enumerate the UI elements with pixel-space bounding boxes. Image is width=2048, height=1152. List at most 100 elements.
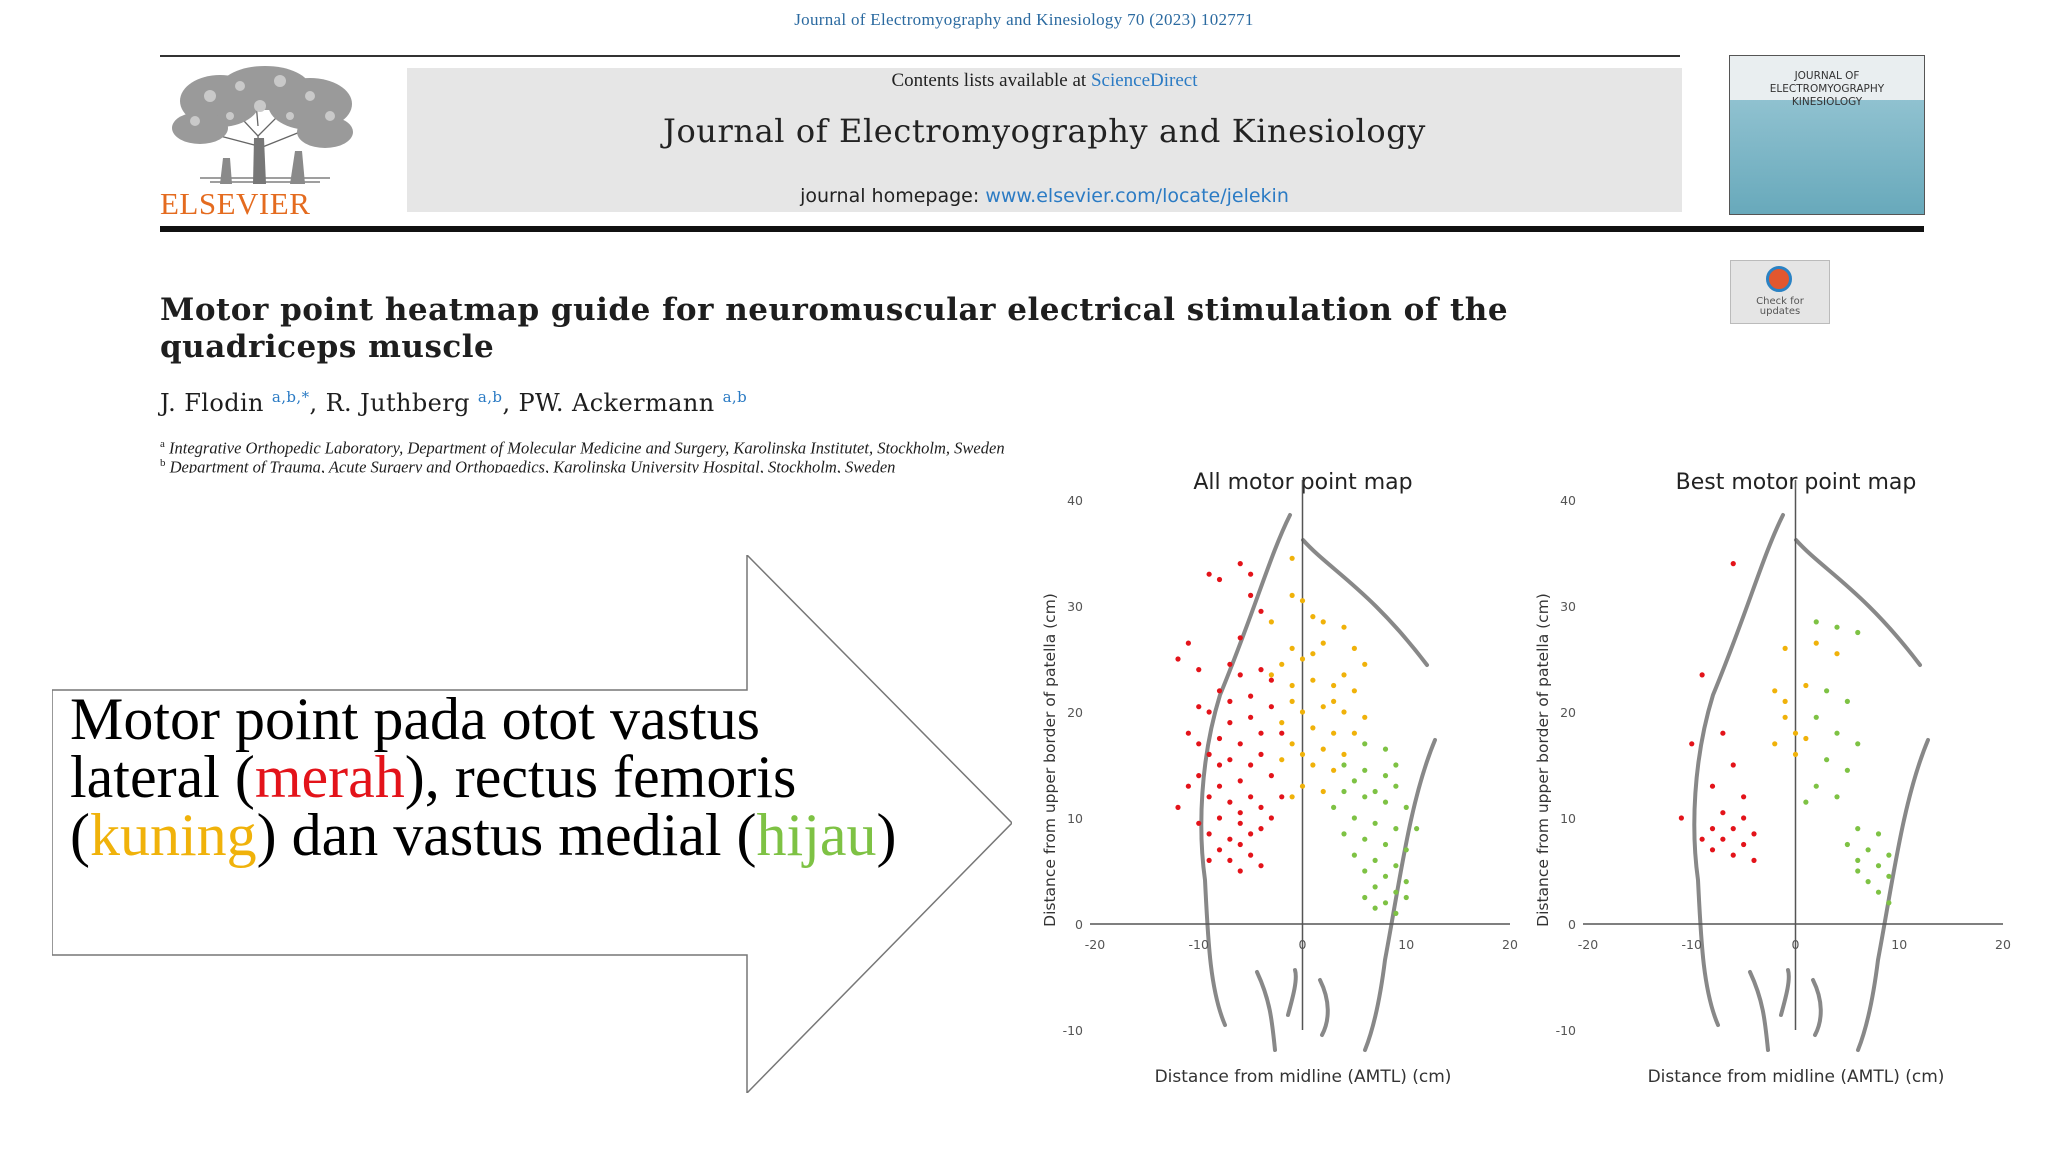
data-point (1310, 725, 1316, 731)
data-point (1248, 852, 1254, 858)
data-point (1341, 672, 1347, 678)
check-for-updates-button[interactable]: Check for updates (1730, 260, 1830, 324)
data-point (1268, 619, 1274, 625)
x-tick-label: -20 (1578, 937, 1598, 952)
data-point (1720, 730, 1726, 736)
author-list: J. Flodin a,b,*, R. Juthberg a,b, PW. Ac… (160, 388, 748, 417)
data-point (1382, 799, 1389, 805)
sciencedirect-link[interactable]: ScienceDirect (1090, 70, 1198, 91)
author-name[interactable]: PW. Ackermann (518, 389, 715, 417)
data-point (1299, 709, 1306, 715)
data-point (1331, 804, 1337, 810)
data-point (1248, 762, 1254, 768)
x-tick-label: -20 (1085, 937, 1105, 952)
data-point (1299, 598, 1306, 604)
data-point (1813, 619, 1819, 625)
cover-title: JOURNAL OF ELECTROMYOGRAPHY KINESIOLOGY (1769, 70, 1885, 108)
data-point (1362, 767, 1368, 773)
data-point (1730, 762, 1736, 768)
y-tick-label: 30 (1067, 599, 1083, 614)
x-tick-label: -10 (1682, 937, 1702, 952)
data-point (1382, 841, 1389, 848)
data-point (1844, 767, 1850, 773)
update-badge-icon (1766, 266, 1792, 292)
data-point (1310, 677, 1316, 683)
x-tick-label: 0 (1792, 937, 1800, 952)
data-point (1279, 720, 1285, 726)
label-merah: merah (254, 744, 405, 810)
data-point (1237, 810, 1243, 816)
author-affiliation-mark[interactable]: a,b (722, 388, 748, 406)
data-point (1351, 815, 1357, 821)
data-point (1289, 555, 1295, 561)
x-tick-label: -10 (1189, 937, 1209, 952)
data-point (1237, 841, 1243, 848)
affiliation-b: b Department of Trauma, Acute Surgery an… (160, 457, 896, 473)
data-point (1403, 804, 1409, 810)
data-point (1227, 857, 1233, 863)
data-point (1751, 857, 1757, 863)
data-point (1341, 831, 1347, 837)
data-point (1341, 624, 1347, 630)
data-point (1196, 741, 1202, 747)
data-point (1216, 815, 1223, 821)
all-motor-point-chart: All motor point map Distance from upper … (1041, 470, 1518, 1087)
x-tick-label: 20 (1502, 937, 1518, 952)
data-point (1206, 709, 1212, 715)
data-point (1813, 714, 1819, 720)
data-point (1834, 651, 1840, 657)
data-point (1268, 773, 1274, 779)
data-point (1865, 847, 1871, 853)
author-name[interactable]: R. Juthberg (325, 389, 470, 417)
data-point (1886, 873, 1892, 879)
data-point (1258, 751, 1264, 757)
data-point (1310, 762, 1316, 768)
data-point (1175, 656, 1181, 662)
author-affiliation-mark[interactable]: a,b,* (271, 388, 310, 406)
best-motor-point-chart: Best motor point map Distance from upper… (1534, 470, 2011, 1087)
contents-line: Contents lists available at ScienceDirec… (891, 70, 1198, 91)
data-point (1289, 794, 1295, 800)
data-point (1206, 751, 1212, 757)
data-point (1216, 735, 1223, 742)
data-point (1699, 836, 1705, 842)
data-point (1741, 794, 1747, 800)
y-tick-label: -10 (1063, 1023, 1083, 1038)
points-group (1678, 561, 1892, 906)
data-point (1362, 741, 1368, 747)
ticks-group: -20 -10 0 10 20 40 30 20 10 0 -10 (1063, 480, 1518, 1038)
data-point (1403, 879, 1409, 885)
data-point (1258, 863, 1264, 869)
data-point (1393, 762, 1399, 768)
data-point (1258, 667, 1264, 673)
y-tick-label: 30 (1560, 599, 1576, 614)
data-point (1855, 826, 1861, 832)
data-point (1331, 698, 1337, 704)
publisher-wordmark: ELSEVIER (160, 186, 311, 221)
data-point (1175, 804, 1181, 810)
data-point (1382, 746, 1389, 752)
data-point (1855, 868, 1861, 874)
data-point (1248, 693, 1254, 699)
data-point (1689, 741, 1695, 747)
y-tick-label: -10 (1556, 1023, 1576, 1038)
data-point (1709, 847, 1716, 853)
data-point (1289, 741, 1295, 747)
homepage-link[interactable]: www.elsevier.com/locate/jelekin (985, 185, 1289, 207)
author-affiliation-mark[interactable]: a,b (477, 388, 503, 406)
data-point (1341, 762, 1347, 768)
data-point (1813, 783, 1819, 789)
data-point (1341, 751, 1347, 757)
data-point (1279, 730, 1285, 736)
data-point (1393, 783, 1399, 789)
data-point (1196, 704, 1202, 710)
data-point (1268, 677, 1274, 683)
data-point (1382, 873, 1389, 879)
homepage-line: journal homepage: www.elsevier.com/locat… (800, 185, 1289, 207)
cover-header (1730, 56, 1924, 100)
label-hijau: hijau (756, 802, 877, 868)
data-point (1237, 561, 1243, 567)
data-point (1372, 857, 1378, 863)
author-name[interactable]: J. Flodin (160, 389, 264, 417)
journal-citation: Journal of Electromyography and Kinesiol… (794, 10, 1254, 29)
